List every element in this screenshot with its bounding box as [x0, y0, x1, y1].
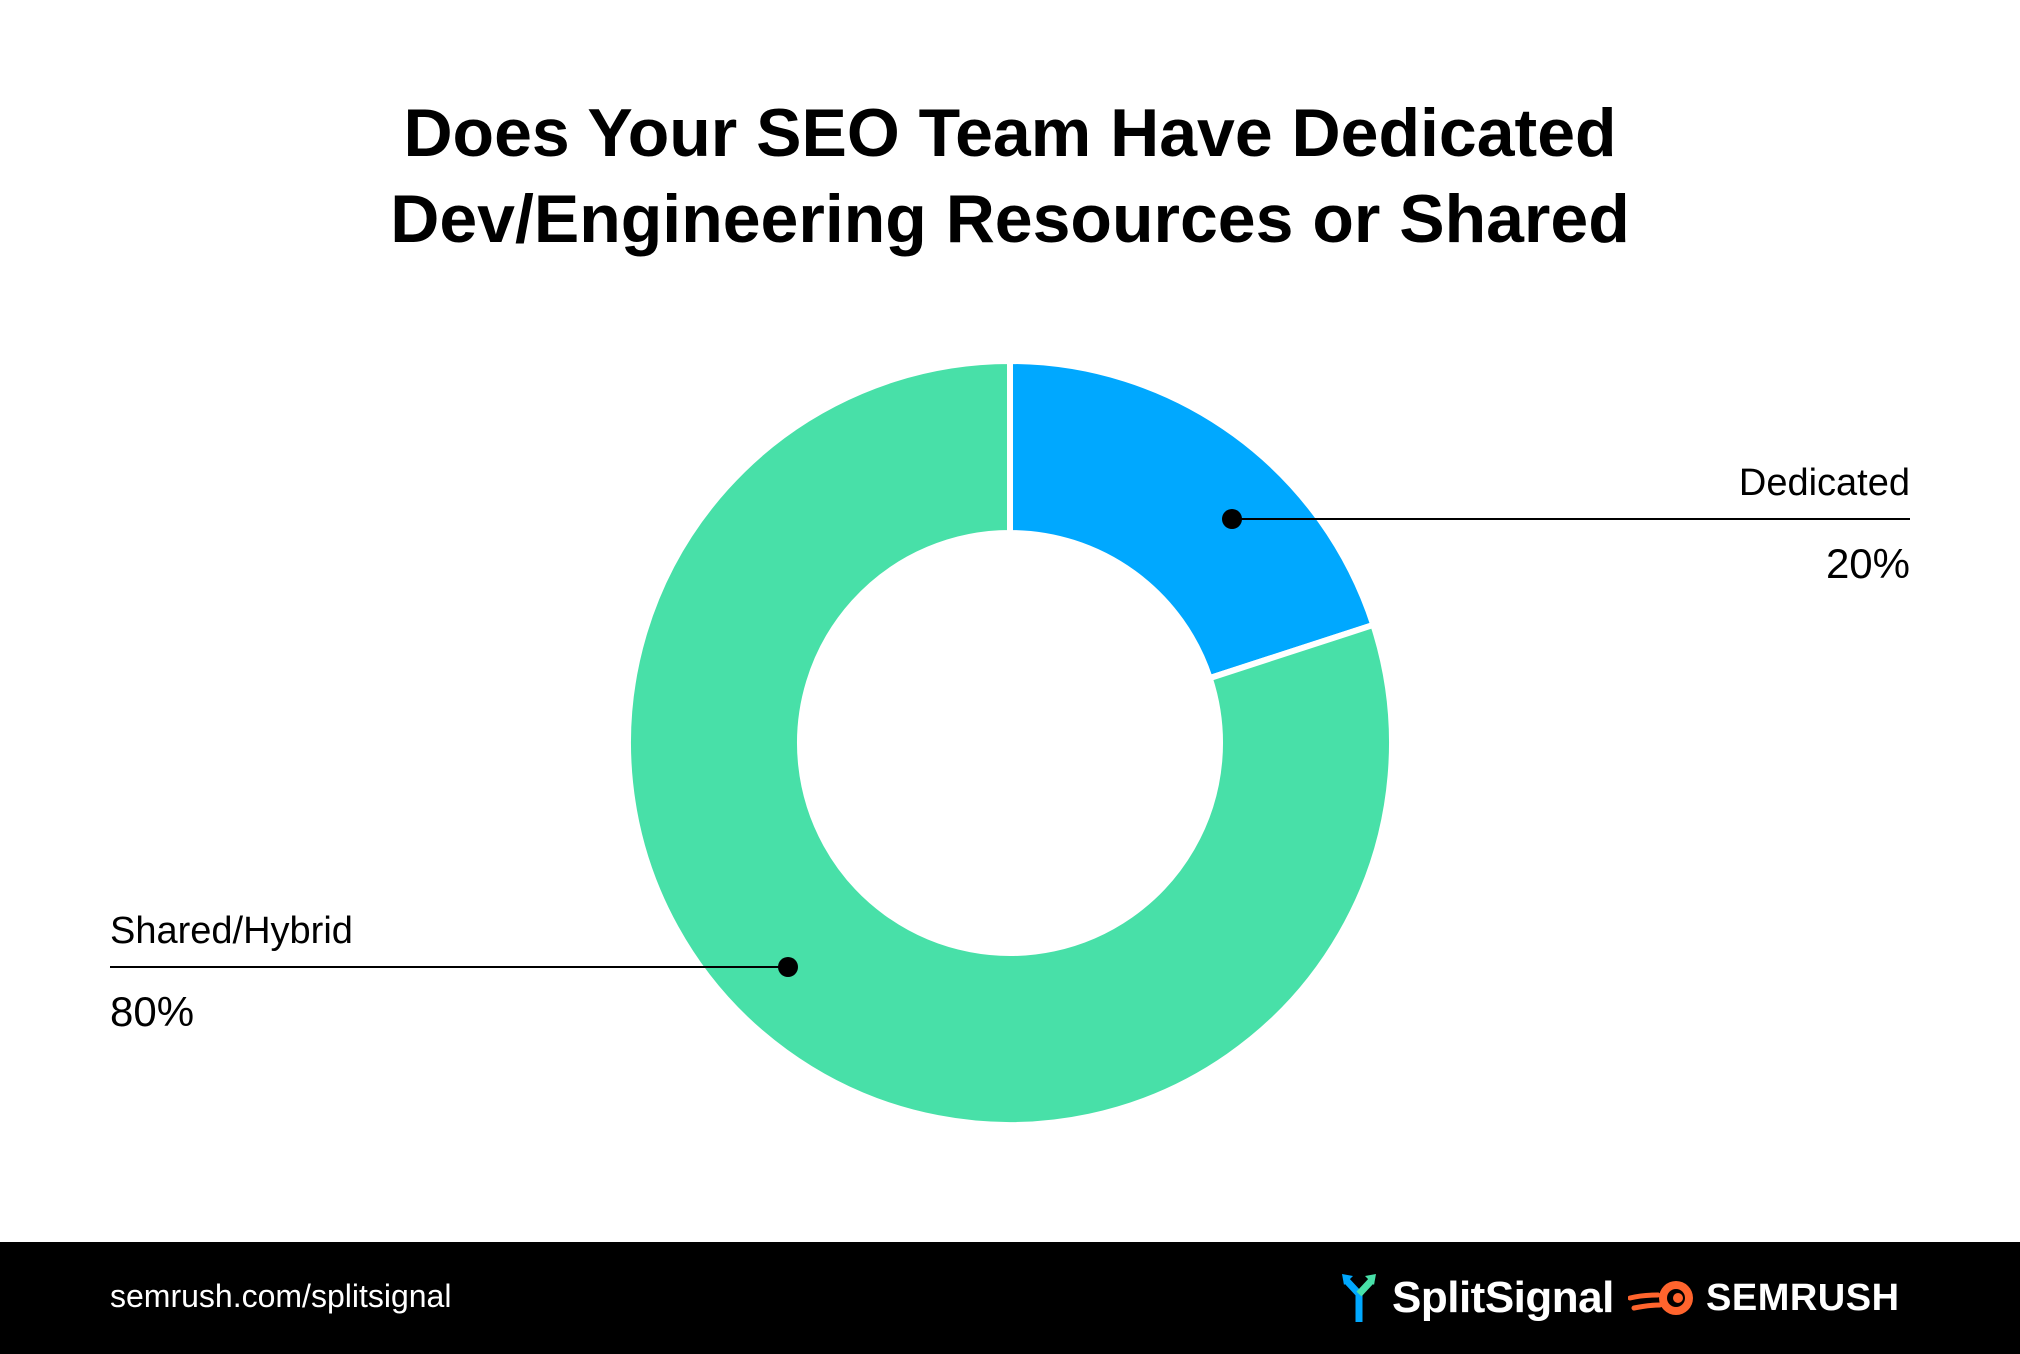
semrush-flame-icon	[1628, 1281, 1693, 1315]
chart-title-line-1: Does Your SEO Team Have Dedicated	[403, 95, 1617, 171]
donut-slices	[625, 357, 1395, 1128]
footer-bar: semrush.com/splitsignal SplitSignal SEMR…	[0, 1242, 2020, 1354]
callout-dedicated: Dedicated 20%	[1222, 462, 1910, 587]
donut-slice-shared-hybrid	[625, 357, 1395, 1128]
splitsignal-icon	[1342, 1274, 1376, 1322]
callout-dot-dedicated	[1222, 509, 1242, 529]
chart-title-line-2: Dev/Engineering Resources or Shared	[390, 181, 1630, 257]
callout-dot-shared	[778, 957, 798, 977]
semrush-logo: SEMRUSH	[1628, 1270, 1900, 1326]
semrush-wordmark: SEMRUSH	[1706, 1276, 1900, 1319]
slice-label-shared: Shared/Hybrid	[110, 910, 353, 952]
callout-shared: Shared/Hybrid 80%	[110, 910, 798, 1035]
chart-title: Does Your SEO Team Have Dedicated Dev/En…	[0, 90, 2020, 262]
slice-value-dedicated: 20%	[1826, 540, 1910, 587]
splitsignal-logo: SplitSignal	[1336, 1270, 1614, 1326]
slice-value-shared: 80%	[110, 988, 194, 1035]
donut-slice-dedicated	[1007, 357, 1378, 682]
slice-label-dedicated: Dedicated	[1739, 462, 1910, 504]
footer-url: semrush.com/splitsignal	[110, 1278, 452, 1314]
splitsignal-wordmark: SplitSignal	[1392, 1273, 1614, 1322]
donut-chart: Dedicated 20% Shared/Hybrid 80%	[110, 357, 1910, 1128]
